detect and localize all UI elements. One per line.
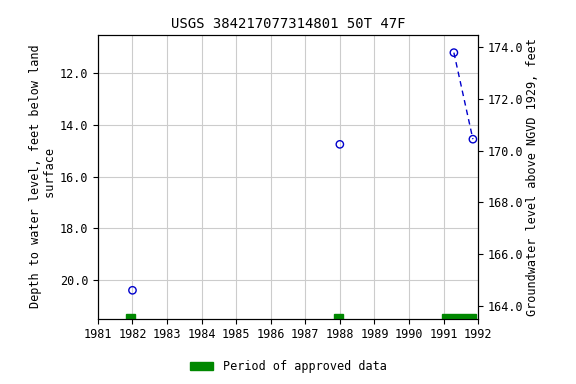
Y-axis label: Groundwater level above NGVD 1929, feet: Groundwater level above NGVD 1929, feet xyxy=(526,38,539,316)
Y-axis label: Depth to water level, feet below land
 surface: Depth to water level, feet below land su… xyxy=(29,45,57,308)
Point xyxy=(449,50,458,56)
Point xyxy=(335,141,344,147)
Title: USGS 384217077314801 50T 47F: USGS 384217077314801 50T 47F xyxy=(170,17,406,31)
Bar xyxy=(126,314,135,319)
Point xyxy=(468,136,478,142)
Legend: Period of approved data: Period of approved data xyxy=(185,356,391,378)
Point xyxy=(128,287,137,293)
Bar xyxy=(334,314,343,319)
Bar xyxy=(442,314,476,319)
